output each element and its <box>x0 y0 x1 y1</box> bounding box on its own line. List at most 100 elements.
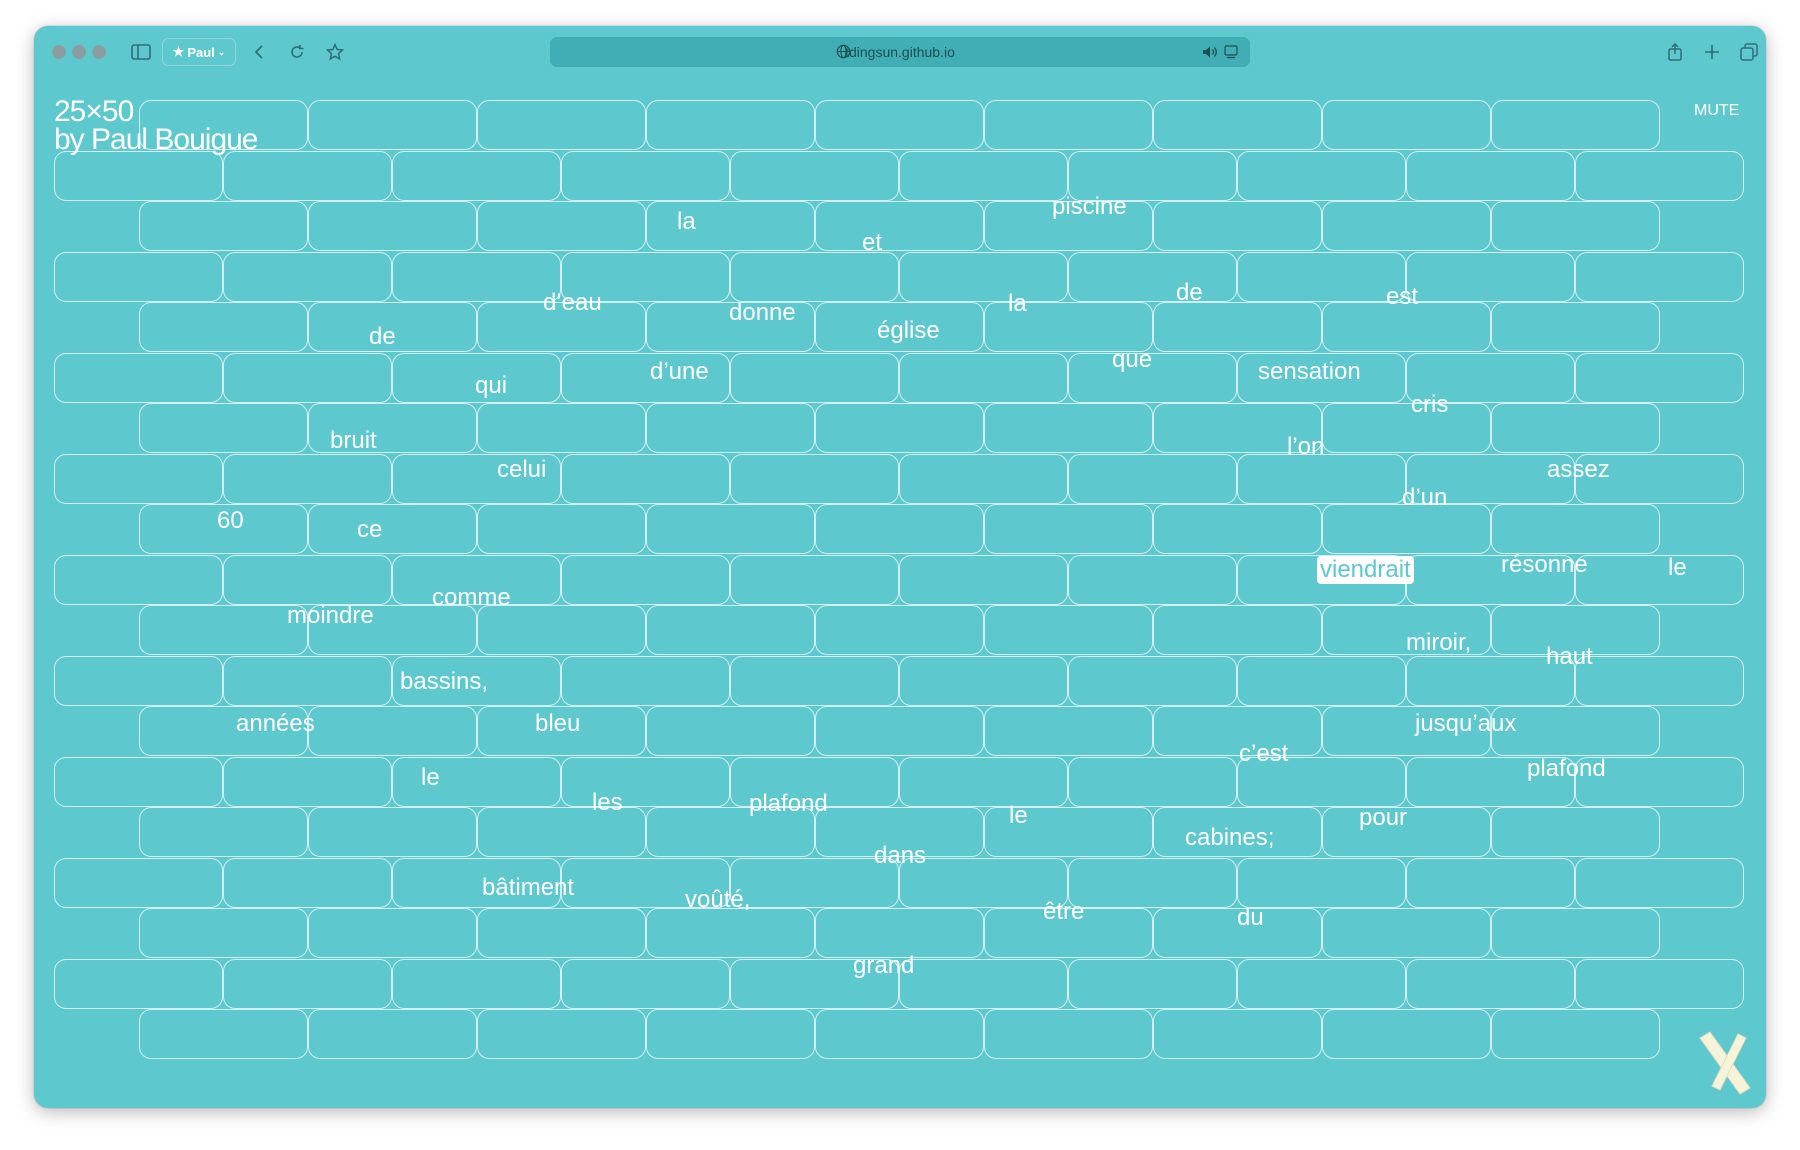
poem-word[interactable]: et <box>862 229 883 256</box>
reload-icon[interactable] <box>284 40 310 64</box>
bookmark-star-icon[interactable] <box>322 40 348 64</box>
poem-word[interactable]: grand <box>853 952 915 979</box>
brick <box>815 201 984 251</box>
poem-word[interactable]: le <box>421 764 440 791</box>
brick <box>815 403 984 453</box>
brick <box>54 756 223 807</box>
poem-word[interactable]: 60 <box>217 507 244 534</box>
poem-word[interactable]: est <box>1386 283 1419 310</box>
poem-word[interactable]: c’est <box>1239 740 1289 767</box>
brick <box>477 908 646 958</box>
poem-word[interactable]: comme <box>432 584 511 611</box>
poem-word[interactable]: jusqu’aux <box>1415 710 1517 737</box>
poem-word[interactable]: bassins, <box>400 668 489 695</box>
poem-word[interactable]: le <box>1668 554 1687 581</box>
poem-word[interactable]: pour <box>1359 804 1408 831</box>
brick <box>1491 504 1660 554</box>
share-icon[interactable] <box>1662 40 1688 64</box>
poem-word[interactable]: piscine <box>1052 193 1127 220</box>
brick <box>899 857 1068 908</box>
brick <box>730 251 899 302</box>
brick <box>815 100 984 150</box>
brick <box>1406 756 1575 807</box>
brick <box>54 554 223 605</box>
poem-word[interactable]: donne <box>729 299 796 326</box>
poem-word[interactable]: la <box>1008 290 1027 317</box>
poem-word[interactable]: être <box>1043 898 1085 925</box>
zoom-window-button[interactable] <box>92 45 106 59</box>
poem-word[interactable]: résonne <box>1501 551 1588 578</box>
brick <box>815 1009 984 1059</box>
poem-word[interactable]: voûté, <box>685 886 751 913</box>
poem-word[interactable]: celui <box>497 456 547 483</box>
sidebar-toggle-icon[interactable] <box>128 40 154 64</box>
poem-word[interactable]: d’un <box>1402 484 1448 511</box>
poem-word[interactable]: de <box>1176 279 1203 306</box>
poem-word[interactable]: ce <box>357 516 383 543</box>
brick <box>561 352 730 403</box>
poem-word[interactable]: la <box>677 208 696 235</box>
brick <box>984 302 1153 352</box>
poem-word[interactable]: plafond <box>749 790 828 817</box>
poem-word[interactable]: haut <box>1546 643 1593 670</box>
browser-window: ★ Paul ⌄ tdingsun.github.io <box>34 26 1766 1108</box>
brick <box>1153 706 1322 756</box>
poem-word[interactable]: l’on <box>1287 433 1325 460</box>
poem-word[interactable]: du <box>1237 904 1264 931</box>
brick <box>223 554 392 605</box>
poem-word[interactable]: plafond <box>1527 755 1606 782</box>
brick <box>1575 150 1744 201</box>
poem-word-highlighted[interactable]: viendrait <box>1317 556 1414 584</box>
brick <box>1406 655 1575 706</box>
brick <box>139 1009 308 1059</box>
brick <box>899 958 1068 1009</box>
poem-word[interactable]: les <box>592 789 623 816</box>
poem-word[interactable]: miroir, <box>1406 629 1472 656</box>
brick <box>730 857 899 908</box>
brick <box>646 605 815 655</box>
poem-word[interactable]: le <box>1009 802 1028 829</box>
poem-word[interactable]: cabines; <box>1185 824 1275 851</box>
poem-word[interactable]: bleu <box>535 710 581 737</box>
back-icon[interactable] <box>246 40 272 64</box>
close-window-button[interactable] <box>52 45 66 59</box>
poem-word[interactable]: assez <box>1547 456 1610 483</box>
poem-word[interactable]: église <box>877 317 940 344</box>
reader-icon[interactable] <box>1224 45 1238 64</box>
brick <box>139 100 308 150</box>
brick <box>1322 807 1491 857</box>
tab-overview-icon[interactable] <box>1736 40 1762 64</box>
poem-word[interactable]: de <box>369 323 396 350</box>
poem-word[interactable]: d’eau <box>543 289 602 316</box>
brick <box>984 605 1153 655</box>
poem-word[interactable]: qui <box>475 372 508 399</box>
poem-word[interactable]: années <box>236 710 315 737</box>
poem-word[interactable]: que <box>1112 346 1153 373</box>
brick <box>223 150 392 201</box>
poem-word[interactable]: dans <box>874 842 927 869</box>
brick <box>223 857 392 908</box>
new-tab-icon[interactable] <box>1699 40 1725 64</box>
poem-word[interactable]: bruit <box>330 427 377 454</box>
mute-button[interactable]: MUTE <box>1694 102 1740 119</box>
brick <box>1406 352 1575 403</box>
speaker-icon[interactable] <box>1202 45 1218 64</box>
brick <box>561 554 730 605</box>
profile-label: Paul <box>187 44 215 60</box>
brick <box>308 1009 477 1059</box>
brick <box>1322 605 1491 655</box>
address-bar[interactable]: tdingsun.github.io <box>550 37 1250 67</box>
brick <box>1491 403 1660 453</box>
poem-word[interactable]: moindre <box>287 602 374 629</box>
poem-word[interactable]: d’une <box>650 358 709 385</box>
brick <box>139 706 308 756</box>
poem-word[interactable]: bâtiment <box>482 874 575 901</box>
brick <box>1322 908 1491 958</box>
brick <box>308 201 477 251</box>
minimize-window-button[interactable] <box>72 45 86 59</box>
poem-word[interactable]: cris <box>1411 391 1449 418</box>
brick <box>392 756 561 807</box>
profile-button[interactable]: ★ Paul ⌄ <box>162 38 236 66</box>
poem-word[interactable]: sensation <box>1258 358 1361 385</box>
brick <box>1575 958 1744 1009</box>
